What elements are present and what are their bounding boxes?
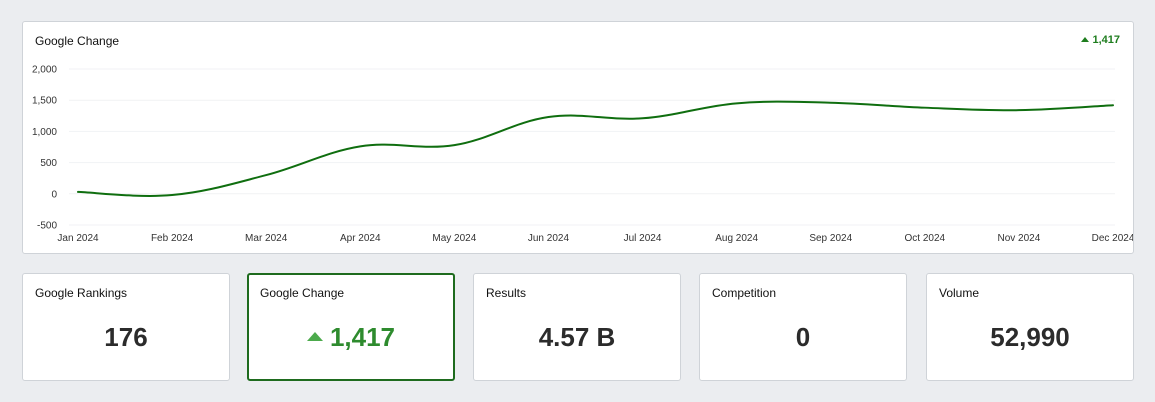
x-tick-label: Jan 2024 — [57, 233, 99, 244]
chart-title: Google Change — [35, 34, 120, 48]
x-tick-label: Aug 2024 — [715, 233, 758, 244]
x-tick-label: Nov 2024 — [998, 233, 1041, 244]
chart-change-badge: 1,417 — [1081, 34, 1120, 46]
stat-label: Competition — [712, 286, 777, 300]
stat-value: 176 — [104, 322, 148, 352]
data-point[interactable] — [734, 100, 740, 106]
up-arrow-icon — [306, 332, 323, 341]
stat-label: Results — [486, 286, 527, 300]
x-tick-label: Sep 2024 — [809, 233, 852, 244]
x-tick-label: Feb 2024 — [151, 233, 194, 244]
x-tick-label: May 2024 — [432, 233, 476, 244]
x-tick-label: Jun 2024 — [528, 233, 570, 244]
stat-value-with-arrow: 1,417 — [249, 322, 453, 353]
stat-value: 1,417 — [329, 322, 396, 352]
google-change-chart-card: Google Change 1,417 2,000 1,500 1,000 500 0 -… — [22, 21, 1134, 254]
data-point[interactable] — [545, 114, 551, 120]
stat-value: 4.57 B — [538, 322, 616, 352]
data-point[interactable] — [1016, 107, 1022, 113]
data-point[interactable] — [357, 143, 363, 149]
data-point[interactable] — [263, 172, 269, 178]
stat-label: Google Change — [260, 286, 345, 300]
stat-label: Volume — [939, 286, 980, 300]
data-point[interactable] — [169, 192, 175, 198]
stat-card-volume[interactable]: Volume 52,990 — [926, 273, 1134, 381]
data-point[interactable] — [75, 189, 81, 195]
x-tick-label: Mar 2024 — [245, 233, 288, 244]
x-tick-label: Oct 2024 — [905, 233, 946, 244]
x-tick-label: Apr 2024 — [340, 233, 381, 244]
data-point[interactable] — [828, 100, 834, 106]
stat-card-results[interactable]: Results 4.57 B — [473, 273, 681, 381]
y-tick-label: 0 — [51, 189, 57, 200]
stat-card-google-change[interactable]: Google Change 1,417 — [247, 273, 455, 381]
stat-card-competition[interactable]: Competition 0 — [699, 273, 907, 381]
data-point[interactable] — [451, 142, 457, 148]
y-tick-label: -500 — [37, 221, 57, 232]
stat-value: 0 — [795, 322, 811, 352]
y-tick-label: 1,000 — [32, 127, 57, 138]
stat-card-google-rankings[interactable]: Google Rankings 176 — [22, 273, 230, 381]
x-tick-label: Dec 2024 — [1092, 233, 1133, 244]
stat-value: 52,990 — [990, 322, 1070, 352]
y-tick-label: 500 — [40, 158, 57, 169]
line-chart[interactable]: 2,000 1,500 1,000 500 0 -500 Jan 2024 Feb 2024… — [23, 22, 1133, 253]
chart-badge-value: 1,417 — [1092, 34, 1120, 46]
data-point[interactable] — [922, 105, 928, 111]
y-tick-label: 1,500 — [32, 96, 57, 107]
data-point[interactable] — [1110, 102, 1116, 108]
stat-label: Google Rankings — [35, 286, 128, 300]
series-line-google-change[interactable] — [77, 100, 1114, 197]
data-point[interactable] — [640, 115, 646, 121]
x-tick-label: Jul 2024 — [624, 233, 662, 244]
y-tick-label: 2,000 — [32, 65, 57, 76]
up-arrow-icon — [1081, 37, 1090, 42]
